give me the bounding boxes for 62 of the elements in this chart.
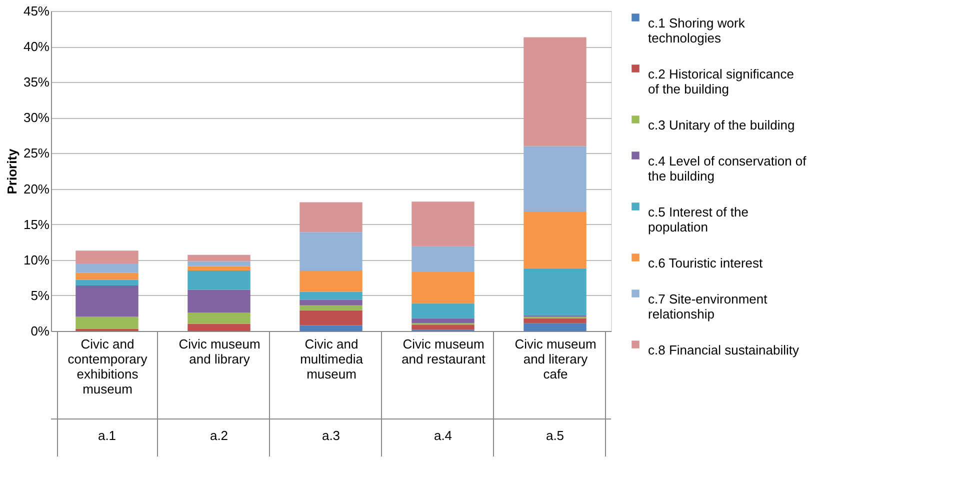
bar (300, 292, 362, 300)
bar (300, 232, 362, 271)
text: a.3 (322, 428, 340, 443)
legend-label: c.2 Historical significance of the building (648, 66, 794, 96)
y-tick-label: 45% (23, 4, 50, 18)
bar (524, 37, 586, 146)
x-tick-label: Civic museum and literary cafe (514, 336, 596, 382)
bar (188, 324, 250, 331)
x-tick-label: Civic museum and library (178, 336, 260, 366)
y-tick-label: 25% (23, 146, 50, 161)
bar (300, 202, 362, 232)
y-tick-label: 0% (30, 324, 50, 338)
bar (524, 318, 586, 324)
bar (188, 266, 250, 271)
x-tick-label: Civic and contemporary exhibitions museum (68, 336, 148, 396)
bar (188, 254, 250, 262)
bar (188, 261, 250, 266)
y-axis-title: Priority (4, 148, 20, 194)
bar (76, 272, 138, 280)
legend-label: c.8 Financial sustainability (648, 342, 800, 358)
bar (524, 323, 586, 331)
legend-label: c.5 Interest of the population (648, 204, 748, 234)
bar (188, 270, 250, 290)
bar (524, 146, 586, 212)
bar (412, 303, 474, 318)
y-tick-label: 40% (23, 39, 50, 54)
legend-label: c.3 Unitary of the building (648, 118, 795, 132)
bar (412, 318, 474, 324)
y-tick-label: 20% (23, 181, 50, 196)
bar (300, 310, 362, 326)
y-tick-label: 5% (30, 288, 50, 303)
bar (412, 246, 474, 272)
text: a.5 (546, 428, 564, 443)
bar (412, 272, 474, 304)
bar (300, 300, 362, 306)
legend-label: c.7 Site-environment relationship (648, 292, 768, 322)
bar (76, 263, 138, 273)
y-tick-label: 30% (23, 110, 50, 126)
y-tick-label: 10% (23, 252, 50, 268)
x-tick-label: Civic museum and restaurant (402, 336, 486, 366)
legend-label: c.6 Touristic interest (648, 256, 764, 270)
y-tick-label: 15% (23, 216, 50, 232)
bar (76, 280, 138, 286)
y-tick-label: 35% (23, 74, 50, 90)
text: a.2 (210, 428, 228, 443)
bar (300, 270, 362, 292)
legend-label: c.1 Shoring work technologies (648, 16, 746, 46)
bar (76, 285, 138, 317)
bar (524, 268, 586, 316)
bar (412, 202, 474, 246)
bar (524, 212, 586, 268)
text: a.1 (98, 428, 116, 443)
bar (412, 324, 474, 330)
bar (188, 312, 250, 324)
text: a.4 (434, 428, 452, 443)
bar (188, 290, 250, 313)
legend-label: c.4 Level of conservation of the building (648, 154, 807, 184)
bar (300, 305, 362, 310)
bar (300, 325, 362, 331)
x-tick-label: Civic and multimedia museum (300, 336, 364, 382)
bar (76, 316, 138, 329)
bar (76, 250, 138, 264)
